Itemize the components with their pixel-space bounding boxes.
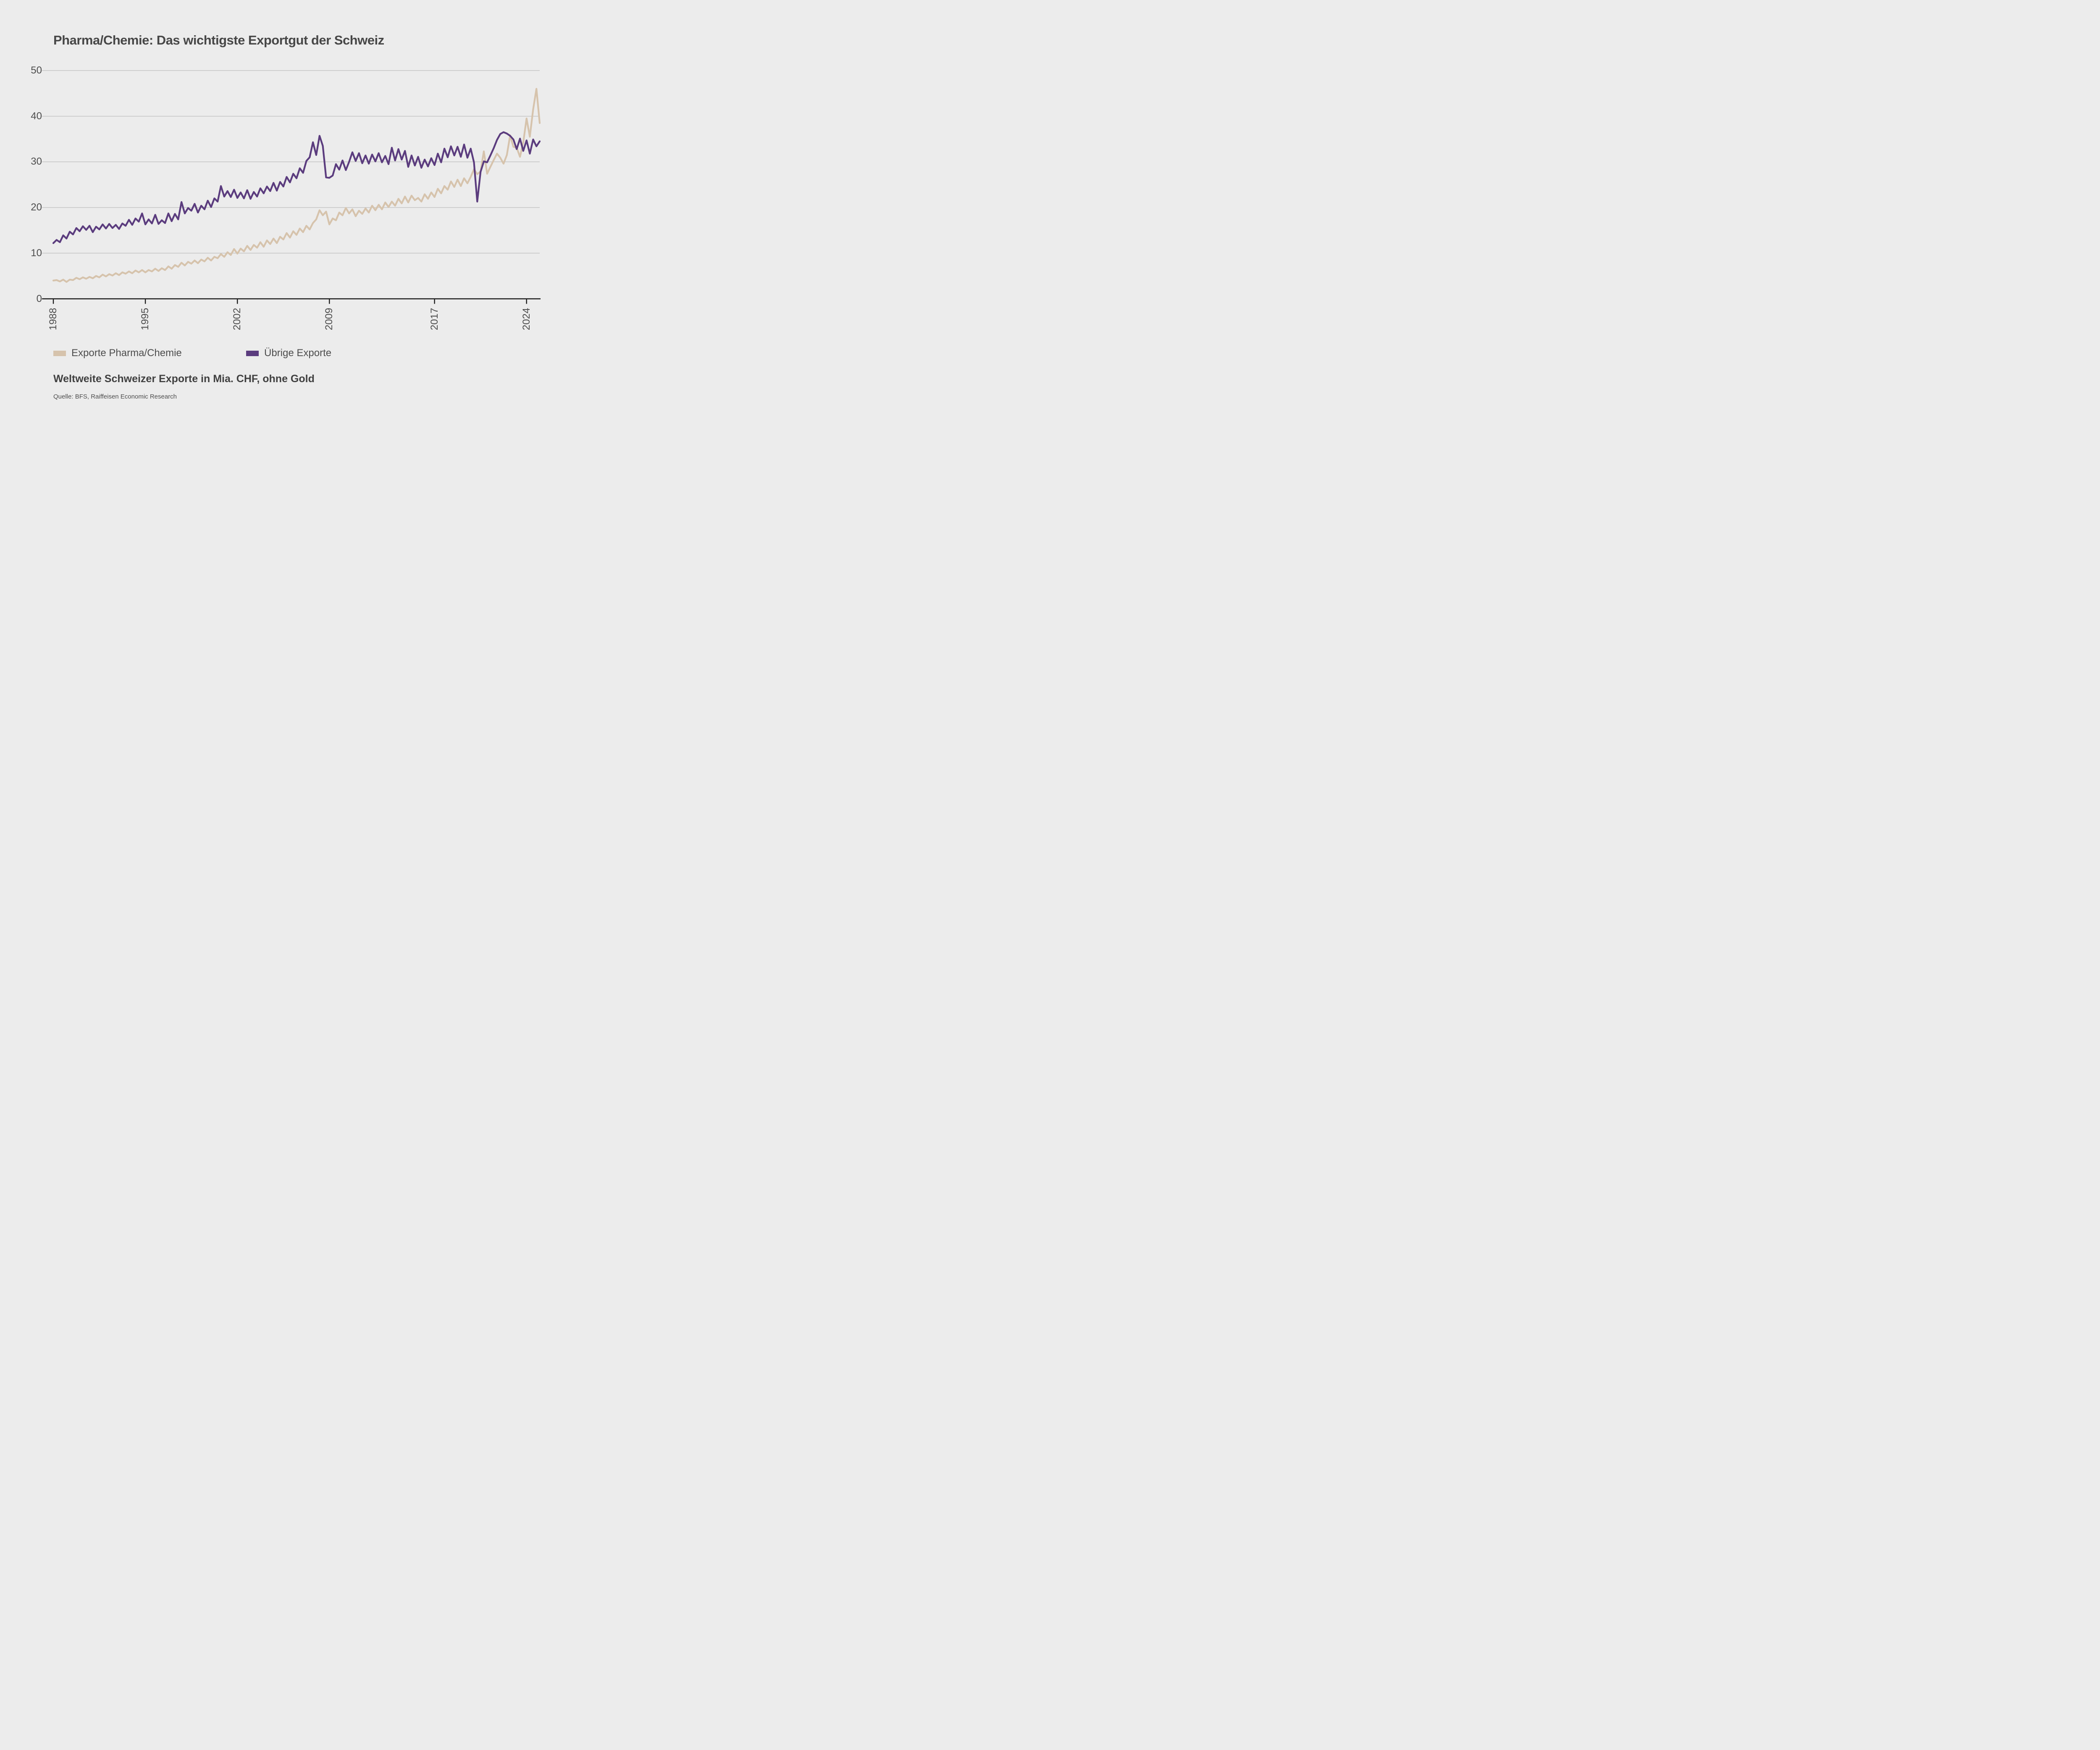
y-axis-label-20: 20 bbox=[31, 202, 42, 213]
y-axis-label-30: 30 bbox=[31, 156, 42, 168]
y-axis-label-10: 10 bbox=[31, 247, 42, 259]
x-axis-label-2009: 2009 bbox=[323, 308, 335, 331]
y-axis-label-40: 40 bbox=[31, 110, 42, 122]
legend-item-uebrige: Übrige Exporte bbox=[246, 347, 331, 359]
x-axis-label-1995: 1995 bbox=[139, 308, 151, 331]
x-axis-label-2024: 2024 bbox=[520, 308, 532, 331]
legend-label-pharma: Exporte Pharma/Chemie bbox=[71, 347, 182, 359]
y-axis-label-50: 50 bbox=[31, 65, 42, 76]
legend-swatch-uebrige-icon bbox=[246, 350, 259, 356]
x-axis-label-1988: 1988 bbox=[47, 308, 59, 331]
line-chart bbox=[42, 70, 541, 304]
x-axis-label-2017: 2017 bbox=[428, 308, 440, 331]
chart-card: Pharma/Chemie: Das wichtigste Exportgut … bbox=[0, 0, 560, 438]
legend-label-uebrige: Übrige Exporte bbox=[264, 347, 332, 359]
legend-item-pharma: Exporte Pharma/Chemie bbox=[53, 347, 182, 359]
series-pharma-line bbox=[52, 88, 541, 283]
x-axis-label-2002: 2002 bbox=[231, 308, 243, 331]
series-uebrige-line bbox=[52, 131, 541, 244]
chart-subtitle: Weltweite Schweizer Exporte in Mia. CHF,… bbox=[53, 373, 315, 385]
y-axis-label-0: 0 bbox=[36, 293, 42, 304]
source-note: Quelle: BFS, Raiffeisen Economic Researc… bbox=[53, 393, 177, 400]
legend-swatch-pharma-icon bbox=[53, 350, 66, 356]
chart-title: Pharma/Chemie: Das wichtigste Exportgut … bbox=[53, 33, 384, 47]
chart-legend: Exporte Pharma/Chemie Übrige Exporte bbox=[0, 347, 560, 359]
